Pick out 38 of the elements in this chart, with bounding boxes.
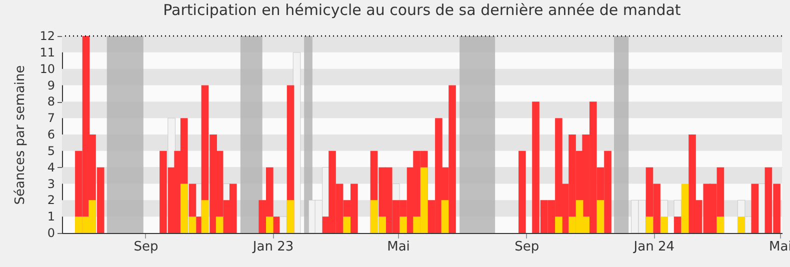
- y-tick-label: 1: [47, 210, 55, 224]
- x-tick-label: Jan 23: [252, 240, 294, 254]
- bar: [555, 216, 562, 233]
- bar: [646, 216, 654, 233]
- bar: [216, 216, 224, 233]
- x-tick-label: Jan 24: [632, 240, 675, 254]
- y-tick-label: 3: [47, 176, 55, 191]
- bar: [596, 200, 604, 233]
- bar: [518, 150, 526, 233]
- bar: [681, 184, 689, 233]
- y-tick-label: 12: [40, 29, 55, 43]
- y-tick-label: 11: [40, 45, 55, 60]
- bar: [286, 200, 294, 233]
- bar: [441, 200, 449, 233]
- y-tick-label: 0: [47, 226, 55, 240]
- bar: [716, 216, 724, 233]
- bar: [266, 216, 274, 233]
- bar: [279, 216, 288, 233]
- y-tick-label: 7: [47, 111, 55, 126]
- y-axis-title: Séances par semaine: [13, 65, 28, 205]
- bar: [674, 216, 682, 233]
- bar: [201, 200, 209, 233]
- y-tick-label: 2: [47, 193, 55, 208]
- y-tick-label: 5: [47, 144, 55, 158]
- y-tick-label: 9: [47, 78, 55, 92]
- y-tick-label: 4: [47, 160, 55, 174]
- y-tick-label: 6: [47, 128, 55, 142]
- y-tick-label: 8: [47, 94, 55, 109]
- chart-title: Participation en hémicycle au cours de sa dernière année de mandat: [163, 1, 681, 19]
- bar: [751, 184, 759, 233]
- x-tick-label: Mai: [387, 240, 410, 254]
- bar: [343, 216, 351, 233]
- x-tick-label: Sep: [134, 240, 158, 254]
- y-tick-label: 10: [40, 62, 55, 76]
- bar: [738, 216, 745, 233]
- x-tick-label: Sep: [514, 240, 540, 254]
- bar: [400, 216, 407, 233]
- bar: [660, 216, 668, 233]
